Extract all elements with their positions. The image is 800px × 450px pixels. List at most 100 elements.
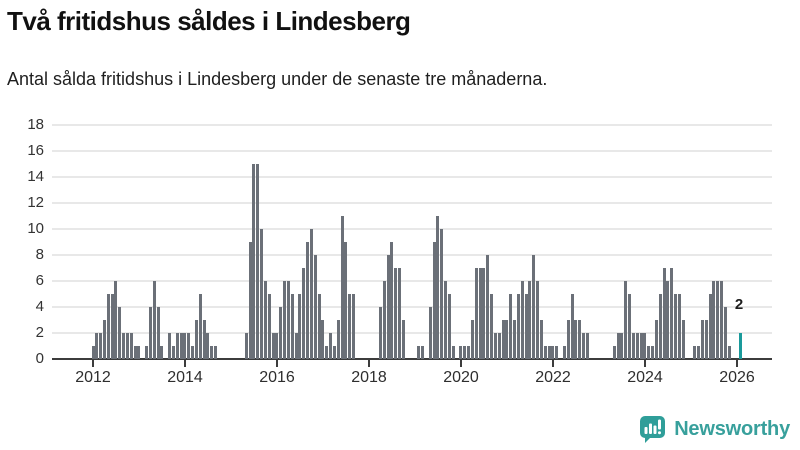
bar: [693, 346, 697, 359]
bar: [202, 320, 206, 359]
bar: [91, 346, 95, 359]
bar: [394, 268, 398, 359]
bar: [520, 281, 524, 359]
bar: [317, 294, 321, 359]
bar: [137, 346, 141, 359]
bar: [677, 294, 681, 359]
bar: [723, 307, 727, 359]
bar: [467, 346, 471, 359]
bar: [325, 346, 329, 359]
bar: [156, 307, 160, 359]
y-axis-label: 6: [35, 272, 44, 289]
bar: [628, 294, 632, 359]
bar: [191, 346, 195, 359]
bar: [271, 333, 275, 359]
bar: [283, 281, 287, 359]
bar: [122, 333, 126, 359]
x-axis-tick: [275, 360, 278, 367]
bar: [390, 242, 394, 359]
bar: [118, 307, 122, 359]
bar: [654, 320, 658, 359]
bar: [620, 333, 624, 359]
bar: [421, 346, 425, 359]
bar: [578, 320, 582, 359]
bar: [279, 307, 283, 359]
bar: [187, 333, 191, 359]
bar: [451, 346, 455, 359]
bar: [681, 320, 685, 359]
bar: [532, 255, 536, 359]
y-axis-label: 8: [35, 246, 44, 263]
x-axis-tick: [183, 360, 186, 367]
x-axis-tick: [459, 360, 462, 367]
bar: [712, 281, 716, 359]
y-axis-label: 18: [27, 116, 44, 133]
bar: [275, 333, 279, 359]
bar: [252, 164, 256, 359]
bar: [551, 346, 555, 359]
y-axis-label: 4: [35, 298, 44, 315]
bar: [386, 255, 390, 359]
bar: [509, 294, 513, 359]
bar: [114, 281, 118, 359]
x-axis-label: 2012: [75, 369, 111, 386]
y-axis-label: 12: [27, 194, 44, 211]
y-gridline: [52, 332, 772, 334]
bar: [302, 268, 306, 359]
bar: [647, 346, 651, 359]
bar: [168, 333, 172, 359]
bar: [332, 346, 336, 359]
bar: [470, 320, 474, 359]
chart-title: Två fritidshus såldes i Lindesberg: [7, 6, 411, 36]
bar: [428, 307, 432, 359]
bar: [294, 333, 298, 359]
y-axis-label: 2: [35, 324, 44, 341]
x-axis-label: 2018: [351, 369, 387, 386]
x-axis-tick: [643, 360, 646, 367]
bar: [493, 333, 497, 359]
bar: [133, 346, 137, 359]
bar: [505, 320, 509, 359]
bar: [336, 320, 340, 359]
bar: [198, 294, 202, 359]
bar: [440, 229, 444, 359]
bar: [175, 333, 179, 359]
bar: [704, 320, 708, 359]
bar: [524, 294, 528, 359]
bar: [194, 320, 198, 359]
bar: [635, 333, 639, 359]
bar: [248, 242, 252, 359]
bar: [639, 333, 643, 359]
bar: [145, 346, 149, 359]
bar: [708, 294, 712, 359]
bar: [674, 294, 678, 359]
bar: [490, 294, 494, 359]
x-axis-label: 2024: [627, 369, 663, 386]
bar: [152, 281, 156, 359]
bar: [651, 346, 655, 359]
bar: [102, 320, 106, 359]
bar: [401, 320, 405, 359]
bar: [624, 281, 628, 359]
x-axis-tick: [551, 360, 554, 367]
bar: [344, 242, 348, 359]
bar: [585, 333, 589, 359]
bar: [179, 333, 183, 359]
newsworthy-wordmark: Newsworthy: [674, 418, 790, 440]
bar: [555, 346, 559, 359]
bar: [267, 294, 271, 359]
bar: [547, 346, 551, 359]
bar: [432, 242, 436, 359]
bar: [482, 268, 486, 359]
bar: [263, 281, 267, 359]
bar: [566, 320, 570, 359]
highlighted-bar: [739, 333, 743, 359]
bar: [463, 346, 467, 359]
bar: [670, 268, 674, 359]
bar: [244, 333, 248, 359]
newsworthy-icon: [639, 415, 666, 444]
bar: [570, 294, 574, 359]
bar: [206, 333, 210, 359]
bar: [321, 320, 325, 359]
y-gridline: [52, 306, 772, 308]
